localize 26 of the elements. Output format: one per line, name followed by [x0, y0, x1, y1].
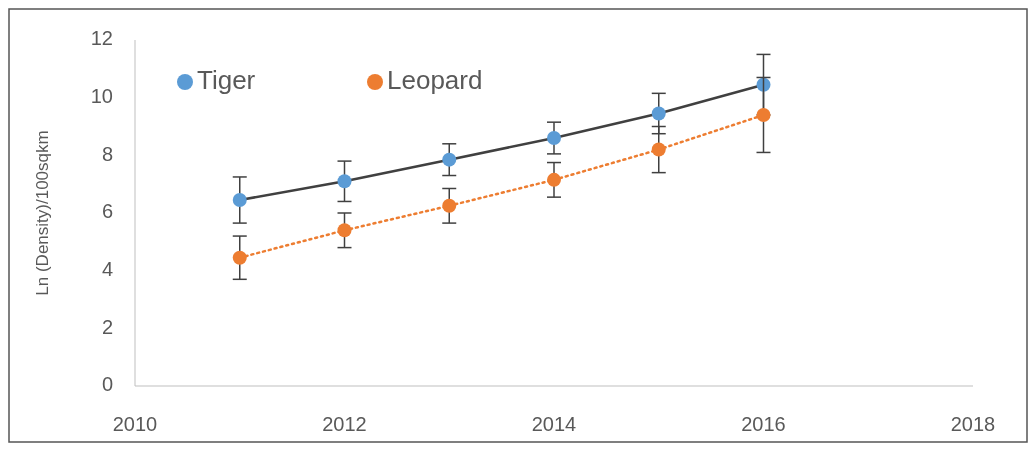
x-tick-label: 2010 — [112, 413, 158, 435]
point — [651, 106, 666, 121]
point — [547, 172, 561, 187]
y-axis-title: Ln (Density)/100sqkm — [33, 130, 52, 296]
point — [232, 193, 247, 208]
point — [232, 250, 247, 265]
point — [651, 142, 666, 157]
y-tick-label: 4 — [101, 257, 113, 280]
x-tick-label: 2018 — [950, 413, 996, 435]
y-tick-label: 6 — [101, 200, 113, 223]
legend-label: Tiger — [197, 64, 256, 95]
x-tick-label: 2016 — [741, 413, 786, 435]
y-tick-label: 10 — [90, 84, 113, 107]
point — [337, 223, 352, 238]
point — [547, 131, 561, 146]
point — [337, 174, 352, 189]
y-tick-label: 2 — [101, 315, 113, 338]
point — [442, 198, 457, 213]
x-tick-label: 2014 — [531, 413, 577, 435]
point — [442, 152, 457, 167]
x-tick-label: 2012 — [322, 413, 367, 435]
legend-label: Leopard — [387, 64, 483, 95]
y-tick-label: 8 — [101, 142, 113, 165]
point — [756, 107, 771, 122]
y-tick-label: 12 — [90, 27, 113, 50]
y-tick-label: 0 — [101, 373, 113, 396]
